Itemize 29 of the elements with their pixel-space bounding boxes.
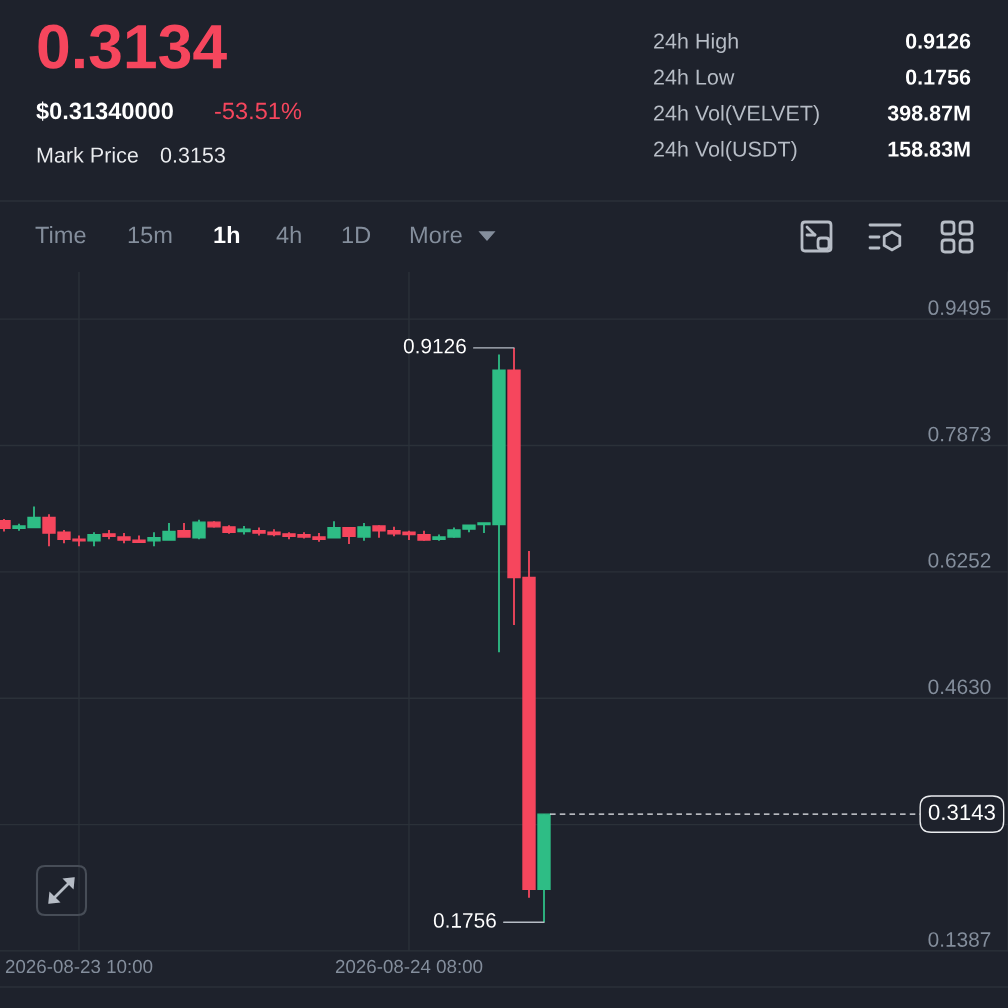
y-tick-label: 0.6252 xyxy=(928,553,991,568)
annotation: 0.1756 xyxy=(433,913,496,928)
annotation: 0.9126 xyxy=(403,338,466,354)
text: 158.83M xyxy=(888,141,970,157)
y-tick-label: 0.9495 xyxy=(928,300,991,316)
y-tick-label: 0.4630 xyxy=(928,679,991,695)
text: $0.31340000 xyxy=(36,101,173,121)
text: 0.3153 xyxy=(160,147,225,163)
x-tick-label: 2026-08-23 10:00 xyxy=(5,959,153,974)
text: 24h Vol(VELVET) xyxy=(654,104,819,126)
text: 1h xyxy=(214,225,240,244)
chart-title: 0.3134 xyxy=(38,24,227,69)
y-tick-label: 0.1387 xyxy=(928,932,991,947)
text: Time xyxy=(35,225,86,244)
text: 0.1756 xyxy=(906,69,971,85)
text: Mark Price xyxy=(37,146,138,163)
text: 4h xyxy=(276,225,301,244)
text: More xyxy=(410,226,462,244)
text: 398.87M xyxy=(887,105,970,121)
text: 1D xyxy=(342,226,371,244)
text: 24h Vol(USDT) xyxy=(654,140,797,162)
y-tick-label: 0.7873 xyxy=(928,426,991,442)
text: -53.51% xyxy=(215,102,302,120)
x-tick-label: 2026-08-24 08:00 xyxy=(335,959,483,974)
text: 15m xyxy=(128,226,172,244)
ref-line-label: 0.3143 xyxy=(928,804,995,821)
text: 24h High xyxy=(654,32,738,54)
text: 0.9126 xyxy=(906,33,971,49)
text: 24h Low xyxy=(654,68,735,85)
